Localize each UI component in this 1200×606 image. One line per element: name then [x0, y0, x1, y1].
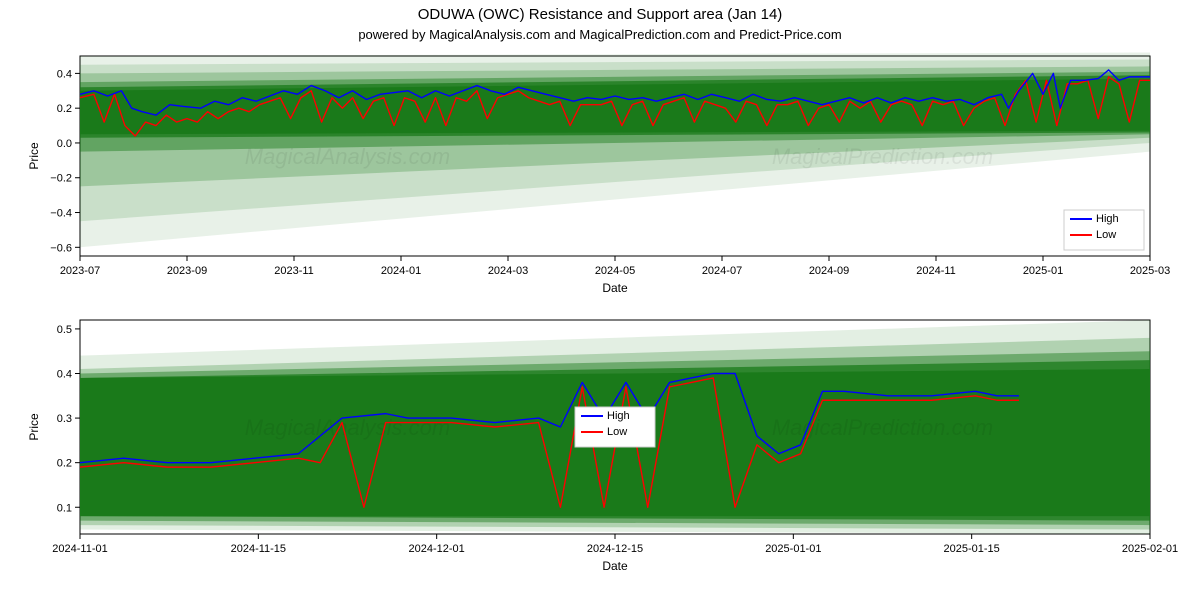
svg-text:2025-01-15: 2025-01-15	[944, 543, 1000, 555]
bottom-chart-svg: MagicalAnalysis.comMagicalPrediction.com…	[0, 306, 1180, 586]
svg-text:0.2: 0.2	[57, 458, 72, 470]
svg-text:2024-03: 2024-03	[488, 265, 528, 277]
svg-text:MagicalPrediction.com: MagicalPrediction.com	[772, 415, 993, 440]
top-chart-container: MagicalAnalysis.com MagicalPrediction.com…	[0, 46, 1200, 306]
bottom-chart-container: MagicalAnalysis.comMagicalPrediction.com…	[0, 306, 1200, 586]
svg-text:High: High	[607, 410, 630, 422]
svg-text:2025-01-01: 2025-01-01	[765, 543, 821, 555]
svg-text:2025-03: 2025-03	[1130, 265, 1170, 277]
svg-text:0.4: 0.4	[57, 68, 72, 80]
svg-text:−0.2: −0.2	[50, 173, 72, 185]
svg-text:−0.4: −0.4	[50, 208, 72, 220]
svg-text:2024-11-15: 2024-11-15	[231, 543, 286, 555]
svg-text:0.2: 0.2	[57, 103, 72, 115]
svg-text:2024-07: 2024-07	[702, 265, 742, 277]
svg-text:High: High	[1096, 213, 1119, 225]
svg-text:MagicalAnalysis.com: MagicalAnalysis.com	[245, 144, 450, 169]
svg-text:Low: Low	[1096, 229, 1116, 241]
svg-text:2025-01: 2025-01	[1023, 265, 1063, 277]
svg-text:Low: Low	[607, 426, 627, 438]
svg-text:2023-11: 2023-11	[274, 265, 314, 277]
svg-text:2023-09: 2023-09	[167, 265, 207, 277]
svg-text:0.1: 0.1	[57, 502, 72, 514]
svg-text:0.0: 0.0	[57, 138, 72, 150]
svg-text:0.4: 0.4	[57, 369, 72, 381]
svg-text:2024-11-01: 2024-11-01	[52, 543, 107, 555]
svg-text:2023-07: 2023-07	[60, 265, 100, 277]
top-chart-svg: MagicalAnalysis.com MagicalPrediction.com…	[0, 46, 1180, 306]
svg-text:2024-11: 2024-11	[916, 265, 956, 277]
svg-text:2024-05: 2024-05	[595, 265, 635, 277]
svg-text:MagicalPrediction.com: MagicalPrediction.com	[772, 144, 993, 169]
svg-text:2024-01: 2024-01	[381, 265, 421, 277]
svg-text:Price: Price	[27, 413, 41, 441]
page-subtitle: powered by MagicalAnalysis.com and Magic…	[0, 27, 1200, 42]
svg-text:2025-02-01: 2025-02-01	[1122, 543, 1178, 555]
page-title: ODUWA (OWC) Resistance and Support area …	[0, 6, 1200, 23]
svg-text:Date: Date	[602, 559, 628, 573]
svg-text:Price: Price	[27, 142, 41, 170]
svg-text:0.5: 0.5	[57, 324, 72, 336]
svg-text:2024-12-01: 2024-12-01	[409, 543, 465, 555]
svg-text:0.3: 0.3	[57, 413, 72, 425]
svg-text:−0.6: −0.6	[50, 242, 72, 254]
svg-text:2024-09: 2024-09	[809, 265, 849, 277]
svg-text:2024-12-15: 2024-12-15	[587, 543, 643, 555]
svg-text:Date: Date	[602, 281, 628, 295]
